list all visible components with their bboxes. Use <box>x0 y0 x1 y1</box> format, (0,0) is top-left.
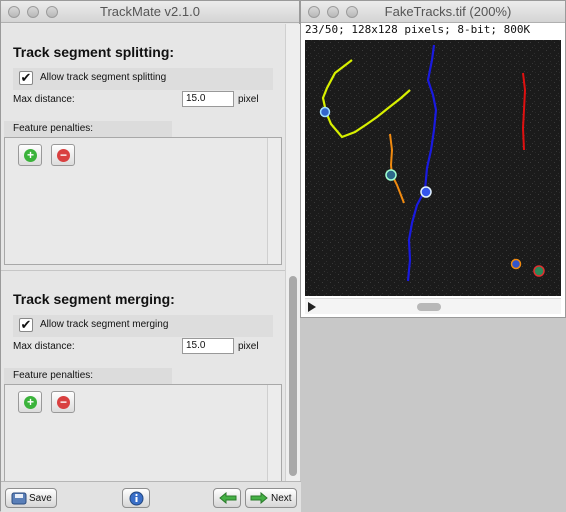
merging-penalties-scroll[interactable] <box>267 385 281 481</box>
image-noise-background <box>305 40 561 296</box>
spot-marker <box>533 265 545 277</box>
spot-marker <box>510 258 522 270</box>
splitting-add-penalty-button[interactable]: + <box>18 144 42 166</box>
minus-icon: − <box>57 149 70 162</box>
arrow-right-icon <box>250 491 268 507</box>
save-button-label: Save <box>29 493 52 504</box>
allow-merging-row[interactable]: ✔ Allow track segment merging <box>13 315 273 337</box>
track-blue <box>406 44 438 282</box>
allow-merging-label: Allow track segment merging <box>40 319 169 330</box>
arrow-left-icon <box>219 491 237 507</box>
splitting-unit-label: pixel <box>238 94 259 105</box>
trackmate-window-title: TrackMate v2.1.0 <box>100 4 200 19</box>
trackmate-window: TrackMate v2.1.0 Track segment splitting… <box>0 0 301 512</box>
minimize-window-button[interactable] <box>327 6 339 18</box>
splitting-penalties-panel: + − <box>4 137 282 265</box>
next-button[interactable]: Next <box>245 488 297 508</box>
close-window-button[interactable] <box>308 6 320 18</box>
merging-penalties-label: Feature penalties: <box>13 370 94 381</box>
plus-icon: + <box>24 149 37 162</box>
zoom-window-button[interactable] <box>46 6 58 18</box>
save-button[interactable]: Save <box>5 488 57 508</box>
merging-max-distance-label: Max distance: <box>13 341 75 352</box>
image-canvas[interactable] <box>305 40 561 296</box>
splitting-max-distance-field[interactable]: 15.0 <box>182 91 234 107</box>
play-icon[interactable] <box>308 302 316 312</box>
splitting-penalties-label: Feature penalties: <box>13 123 94 134</box>
spot-marker <box>385 169 397 181</box>
allow-splitting-label: Allow track segment splitting <box>40 72 167 83</box>
merging-add-penalty-button[interactable]: + <box>18 391 42 413</box>
merging-heading: Track segment merging: <box>13 291 175 307</box>
save-icon <box>11 492 27 508</box>
zoom-window-button[interactable] <box>346 6 358 18</box>
merging-unit-label: pixel <box>238 341 259 352</box>
merging-penalties-panel: + − <box>4 384 282 481</box>
image-status-line: 23/50; 128x128 pixels; 8-bit; 800K <box>305 23 531 36</box>
splitting-remove-penalty-button[interactable]: − <box>51 144 75 166</box>
faketracks-titlebar: FakeTracks.tif (200%) <box>301 1 565 23</box>
close-window-button[interactable] <box>8 6 20 18</box>
settings-scrollbar-thumb[interactable] <box>289 276 297 476</box>
allow-splitting-checkbox[interactable]: ✔ <box>19 70 33 85</box>
previous-button[interactable] <box>213 488 241 508</box>
trackmate-titlebar: TrackMate v2.1.0 <box>1 1 299 23</box>
info-button[interactable] <box>122 488 150 508</box>
spot-marker <box>319 106 331 118</box>
allow-splitting-row[interactable]: ✔ Allow track segment splitting <box>13 68 273 90</box>
faketracks-window-title: FakeTracks.tif (200%) <box>384 4 512 19</box>
merging-penalties-header: Feature penalties: <box>4 368 172 384</box>
trackmate-settings-panel: Track segment splitting: ✔ Allow track s… <box>1 24 285 481</box>
stack-slice-scrollbar[interactable] <box>305 298 561 314</box>
splitting-penalties-header: Feature penalties: <box>4 121 172 137</box>
info-icon <box>129 491 144 509</box>
settings-scrollbar[interactable] <box>285 24 300 481</box>
faketracks-window: FakeTracks.tif (200%) 23/50; 128x128 pix… <box>300 0 566 318</box>
splitting-heading: Track segment splitting: <box>13 44 175 60</box>
splitting-max-distance-label: Max distance: <box>13 94 75 105</box>
tracks-overlay <box>305 40 561 296</box>
allow-merging-checkbox[interactable]: ✔ <box>19 317 33 332</box>
minus-icon: − <box>57 396 70 409</box>
next-button-label: Next <box>271 493 292 504</box>
wizard-bottom-bar: Save Next <box>1 481 301 512</box>
track-red <box>521 72 527 151</box>
track-yellow <box>321 59 411 139</box>
section-divider <box>1 270 285 271</box>
slice-scrollbar-thumb[interactable] <box>417 303 441 311</box>
splitting-penalties-scroll[interactable] <box>267 138 281 264</box>
plus-icon: + <box>24 396 37 409</box>
merging-remove-penalty-button[interactable]: − <box>51 391 75 413</box>
merging-max-distance-field[interactable]: 15.0 <box>182 338 234 354</box>
minimize-window-button[interactable] <box>27 6 39 18</box>
spot-marker <box>420 186 432 198</box>
